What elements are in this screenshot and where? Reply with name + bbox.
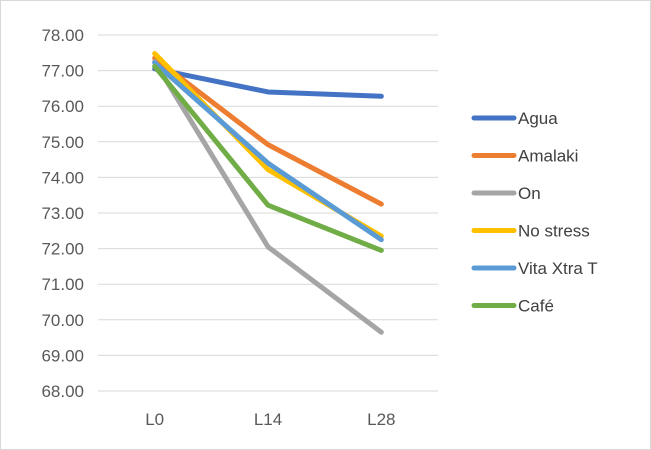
series-lines [152,51,384,335]
y-tick-label: 74.00 [41,168,84,187]
legend-label: On [518,184,541,203]
y-tick-label: 76.00 [41,97,84,116]
y-tick-label: 75.00 [41,133,84,152]
y-tick-label: 78.00 [41,26,84,45]
x-tick-label: L14 [254,410,282,429]
y-tick-label: 70.00 [41,311,84,330]
y-tick-label: 71.00 [41,275,84,294]
legend-label: Vita Xtra T [518,259,598,278]
y-tick-label: 72.00 [41,240,84,259]
axes: 68.00 69.00 70.00 71.00 72.00 73.00 74.00 75.00… [41,26,395,429]
legend-label: No stress [518,222,590,241]
y-tick-label: 68.00 [41,382,84,401]
gridlines [98,34,438,392]
y-tick-label: 77.00 [41,62,84,81]
y-tick-label: 69.00 [41,346,84,365]
legend-label: Amalaki [518,147,578,166]
legend-label: Café [518,297,554,316]
series-line-1 [152,66,384,99]
series-line-3 [152,59,384,335]
series-line-2 [152,55,384,207]
x-tick-label: L0 [145,410,164,429]
legend-label: Agua [518,109,558,128]
x-tick-label: L28 [367,410,395,429]
series-line-6 [152,63,384,253]
series-line-5 [152,60,384,243]
legend: Agua Amalaki On No stress Vita Xtra T Café [471,109,598,316]
y-tick-label: 73.00 [41,204,84,223]
